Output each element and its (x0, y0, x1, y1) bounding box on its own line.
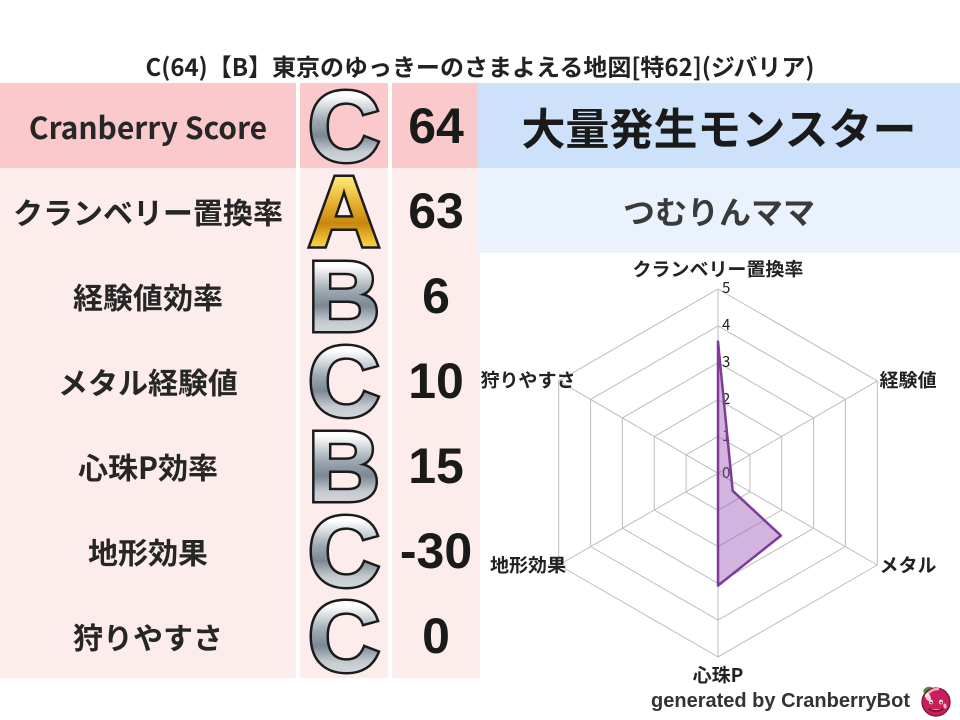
svg-text:4: 4 (722, 314, 730, 335)
svg-text:経験値: 経験値 (879, 366, 936, 393)
svg-text:3: 3 (722, 351, 730, 372)
svg-text:A: A (308, 168, 380, 253)
svg-text:B: B (308, 423, 380, 508)
svg-text:C: C (308, 338, 380, 423)
svg-text:C: C (308, 593, 380, 678)
svg-text:B: B (308, 253, 380, 338)
svg-text:クランベリー置換率: クランベリー置換率 (632, 255, 803, 282)
svg-text:地形効果: 地形効果 (490, 551, 566, 578)
svg-text:メタル: メタル (879, 551, 936, 578)
svg-text:狩りやすさ: 狩りやすさ (480, 366, 575, 393)
svg-text:心珠P: 心珠P (693, 661, 744, 688)
svg-text:C: C (308, 83, 380, 168)
svg-text:C: C (308, 508, 380, 593)
